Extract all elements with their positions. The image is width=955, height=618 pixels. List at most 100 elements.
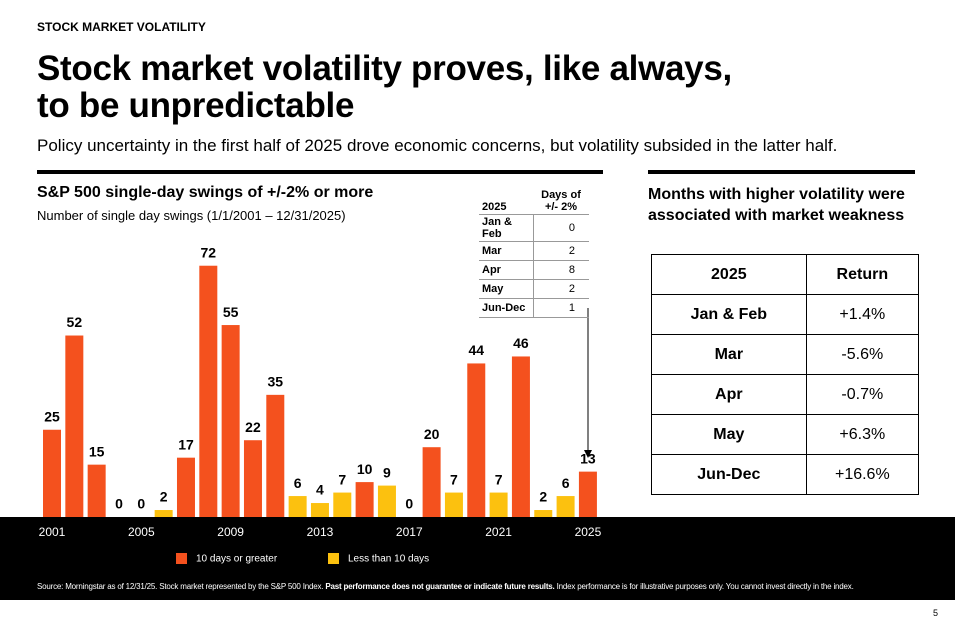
bar bbox=[534, 510, 553, 517]
bar bbox=[221, 325, 240, 517]
x-tick-label: 2017 bbox=[396, 525, 423, 539]
chart-title: S&P 500 single-day swings of +/-2% or mo… bbox=[37, 184, 374, 201]
bar bbox=[176, 457, 195, 517]
bar bbox=[199, 265, 218, 517]
returns-row: Jun-Dec +16.6% bbox=[651, 454, 920, 495]
inset-table: 2025 Days of +/- 2% Jan & Feb 0 Mar 2 Apr 8 Ma… bbox=[479, 188, 589, 318]
data-label: 44 bbox=[468, 342, 484, 358]
returns-cell: Mar bbox=[651, 334, 807, 375]
bar bbox=[556, 496, 575, 517]
data-label: 0 bbox=[115, 496, 123, 512]
returns-row: Jan & Feb +1.4% bbox=[651, 294, 920, 335]
arrow-head bbox=[584, 450, 592, 458]
bar bbox=[377, 485, 396, 517]
returns-cell: +6.3% bbox=[805, 414, 920, 455]
bar bbox=[154, 510, 173, 517]
data-label: 0 bbox=[137, 496, 145, 512]
data-label: 72 bbox=[201, 244, 217, 260]
inset-cell: Jun-Dec bbox=[479, 298, 533, 318]
returns-title: Months with higher volatility were assoc… bbox=[648, 186, 905, 224]
bar bbox=[489, 492, 508, 517]
x-tick-label: 2009 bbox=[217, 525, 244, 539]
chart-subtitle: Number of single day swings (1/1/2001 – … bbox=[37, 208, 346, 223]
bar bbox=[288, 496, 307, 517]
inset-header: Days of +/- 2% bbox=[533, 188, 589, 215]
returns-header: Return bbox=[805, 254, 920, 295]
kicker: STOCK MARKET VOLATILITY bbox=[37, 20, 206, 34]
data-label: 6 bbox=[294, 475, 302, 491]
bar bbox=[578, 471, 597, 517]
data-label: 10 bbox=[357, 461, 373, 477]
x-tick-label: 2005 bbox=[128, 525, 155, 539]
inset-cell: 2 bbox=[532, 279, 589, 299]
bar bbox=[266, 394, 285, 517]
data-label: 0 bbox=[405, 496, 413, 512]
title-line: Stock market volatility proves, like alw… bbox=[37, 49, 732, 88]
bar bbox=[422, 447, 441, 517]
returns-cell: +16.6% bbox=[805, 454, 920, 495]
bar bbox=[333, 492, 352, 517]
returns-header: 2025 bbox=[651, 254, 807, 295]
bar bbox=[467, 363, 486, 517]
data-label: 15 bbox=[89, 443, 105, 459]
source-text: Source: Morningstar as of 12/31/25. Stoc… bbox=[37, 582, 324, 591]
bar bbox=[65, 335, 84, 517]
data-label: 55 bbox=[223, 304, 239, 320]
inset-cell: May bbox=[479, 279, 533, 299]
data-label: 7 bbox=[338, 471, 346, 487]
inset-header: 2025 bbox=[479, 188, 533, 215]
data-label: 25 bbox=[44, 408, 60, 424]
returns-cell: -0.7% bbox=[805, 374, 920, 415]
rule bbox=[648, 170, 915, 174]
title: Stock market volatility proves, like alw… bbox=[37, 50, 732, 124]
returns-row: May +6.3% bbox=[651, 414, 920, 455]
returns-cell: +1.4% bbox=[805, 294, 920, 335]
inset-row: Jan & Feb 0 bbox=[479, 214, 589, 242]
source-text: Index performance is for illustrative pu… bbox=[556, 582, 854, 591]
bar bbox=[310, 503, 329, 517]
footer-band bbox=[0, 517, 955, 600]
inset-row: Mar 2 bbox=[479, 241, 589, 261]
data-label: 4 bbox=[316, 482, 324, 498]
returns-row: Apr -0.7% bbox=[651, 374, 920, 415]
data-label: 17 bbox=[178, 436, 194, 452]
page-number: 5 bbox=[933, 608, 939, 618]
title-line: to be unpredictable bbox=[37, 86, 355, 125]
returns-cell: Apr bbox=[651, 374, 807, 415]
data-label: 9 bbox=[383, 464, 391, 480]
subtitle: Policy uncertainty in the first half of … bbox=[37, 136, 838, 155]
data-label: 35 bbox=[268, 374, 284, 390]
bar bbox=[43, 429, 61, 517]
source-text: Past performance does not guarantee or i… bbox=[325, 582, 555, 591]
legend-swatch bbox=[328, 553, 339, 564]
returns-cell: -5.6% bbox=[805, 334, 920, 375]
inset-cell: 1 bbox=[532, 298, 589, 318]
legend-label: Less than 10 days bbox=[348, 554, 429, 565]
data-label: 22 bbox=[245, 419, 261, 435]
inset-row: Jun-Dec 1 bbox=[479, 298, 589, 318]
data-label: 52 bbox=[67, 314, 83, 330]
data-label: 20 bbox=[424, 426, 440, 442]
returns-cell: Jun-Dec bbox=[651, 454, 807, 495]
inset-cell: Jan & Feb bbox=[479, 214, 533, 242]
bar bbox=[355, 482, 374, 517]
bar bbox=[511, 356, 530, 517]
data-label: 2 bbox=[160, 489, 168, 505]
inset-cell: 2 bbox=[532, 241, 589, 261]
bar bbox=[87, 464, 106, 517]
returns-cell: May bbox=[651, 414, 807, 455]
source: Source: Morningstar as of 12/31/25. Stoc… bbox=[37, 582, 854, 591]
x-tick-label: 2025 bbox=[575, 525, 602, 539]
data-label: 7 bbox=[495, 471, 503, 487]
legend-label: 10 days or greater bbox=[196, 554, 278, 565]
inset-cell: Mar bbox=[479, 241, 533, 261]
data-label: 6 bbox=[562, 475, 570, 491]
inset-cell: 8 bbox=[532, 260, 589, 280]
data-label: 13 bbox=[580, 450, 596, 466]
inset-row: Apr 8 bbox=[479, 260, 589, 280]
x-tick-label: 2021 bbox=[485, 525, 512, 539]
x-tick-label: 2001 bbox=[39, 525, 66, 539]
data-label: 46 bbox=[513, 335, 529, 351]
